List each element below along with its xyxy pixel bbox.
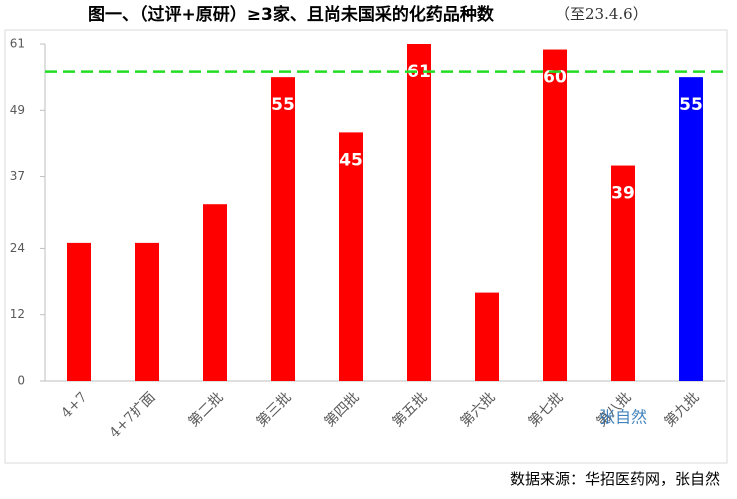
x-tick-label: 4+7 [58,389,90,421]
y-tick-label: 61 [10,37,25,51]
source-note: 数据来源：华招医药网，张自然 [510,470,720,488]
bar [407,44,431,381]
x-tick-label: 第六批 [457,389,499,431]
x-tick-label: 第四批 [321,389,363,431]
y-tick-label: 12 [10,307,25,321]
bar [271,77,295,382]
bar [67,242,91,381]
chart-title-note: （至23.4.6） [555,5,648,23]
bar [339,132,363,381]
bar [543,49,567,381]
x-tick-label: 第七批 [525,389,567,431]
chart-border [4,29,728,464]
bar [475,292,499,381]
y-tick-label: 24 [10,241,25,255]
bar [203,204,227,381]
y-tick-label: 49 [10,103,25,117]
data-label: 45 [339,150,363,170]
y-tick-label: 0 [17,374,25,388]
x-tick-label: 第五批 [389,389,431,431]
bar [135,242,159,381]
bar [611,165,635,381]
data-label: 55 [271,95,295,115]
x-tick-label: 第九批 [661,389,703,431]
data-label: 39 [611,184,635,204]
data-label: 55 [679,95,703,115]
watermark: 张自然 [599,408,647,427]
x-tick-label: 第二批 [185,389,227,431]
data-label: 61 [407,62,431,82]
chart-title: 图一、（过评+原研）≥3家、且尚未国采的化药品种数 [88,4,495,25]
bar [679,77,703,382]
x-tick-label: 4+7扩面 [107,389,159,441]
y-tick-label: 37 [10,169,25,183]
x-tick-label: 第三批 [253,389,295,431]
